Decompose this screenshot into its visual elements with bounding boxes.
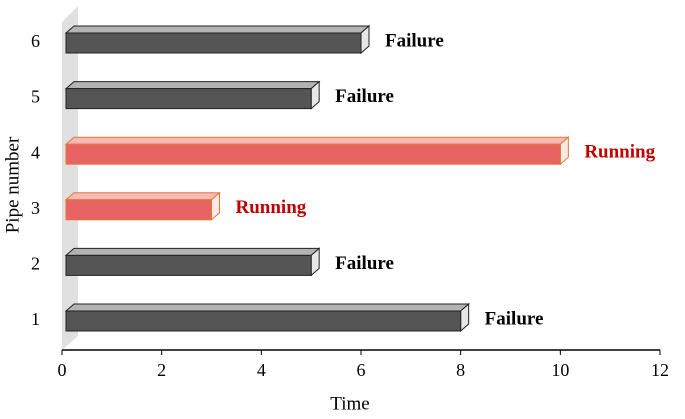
bar-label: Running — [584, 142, 655, 163]
x-axis-label: Time — [330, 393, 369, 414]
bar — [65, 143, 561, 165]
y-axis-label: Pipe number — [2, 136, 23, 233]
y-tick-label: 5 — [31, 87, 40, 107]
bar-label: Failure — [335, 86, 394, 107]
bar-top — [64, 81, 321, 90]
x-tick-label: 4 — [257, 360, 266, 380]
bar — [65, 32, 362, 54]
bar — [65, 88, 312, 110]
y-tick-label: 3 — [31, 198, 40, 218]
bar-label: Failure — [485, 308, 544, 329]
bar-top — [64, 303, 470, 312]
x-tick-label: 0 — [58, 360, 67, 380]
x-tick-label: 12 — [651, 360, 669, 380]
y-tick-label: 1 — [31, 309, 40, 329]
y-tick-label: 4 — [31, 142, 40, 162]
bar-top — [64, 192, 221, 201]
bar-top — [64, 25, 371, 34]
bar-top — [64, 247, 321, 256]
bar-top — [64, 136, 570, 145]
x-tick-label: 10 — [551, 360, 569, 380]
bar — [65, 199, 212, 221]
x-tick-label: 2 — [157, 360, 166, 380]
bar-label: Running — [236, 197, 307, 218]
bar — [65, 310, 462, 332]
bar — [65, 254, 312, 276]
x-tick-label: 6 — [357, 360, 366, 380]
back-wall — [62, 6, 78, 350]
x-tick-label: 8 — [456, 360, 465, 380]
bar-label: Failure — [335, 253, 394, 274]
y-tick-label: 6 — [31, 31, 40, 51]
bar-label: Failure — [385, 30, 444, 51]
y-tick-label: 2 — [31, 254, 40, 274]
